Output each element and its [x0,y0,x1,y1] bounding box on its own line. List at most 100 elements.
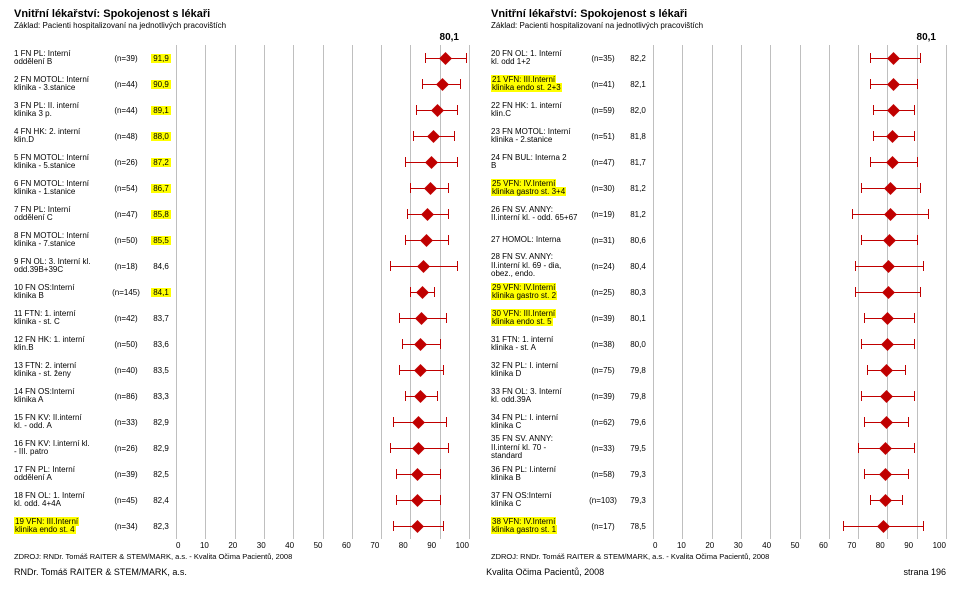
row-plot [653,45,946,71]
point-marker [418,260,431,273]
row-n: (n=47) [583,158,623,167]
x-tick: 40 [285,541,294,550]
x-tick: 70 [847,541,856,550]
row-label: 1 FN PL: Interníoddělení B [14,50,106,67]
row-label: 11 FTN: 1. interníklinika - st. C [14,310,106,327]
row-value: 80,6 [623,236,653,245]
row-value: 78,5 [623,522,653,531]
point-marker [880,416,893,429]
row-plot [176,201,469,227]
point-marker [880,364,893,377]
row-label: 27 HOMOL: Interna [491,236,583,244]
row-value: 90,9 [146,80,176,89]
footer-right: strana 196 [903,567,946,577]
chart-row: 13 FTN: 2. interníklinika - st. ženy(n=4… [14,357,469,383]
row-plot [653,331,946,357]
panel-title: Vnitřní lékařství: Spokojenost s lékaři [14,8,469,20]
row-n: (n=103) [583,496,623,505]
chart-row: 24 FN BUL: Interna 2B(n=47)81,7 [491,149,946,175]
row-value: 79,8 [623,366,653,375]
row-value: 83,6 [146,340,176,349]
row-plot [653,123,946,149]
chart-row: 17 FN PL: Interníoddělení A(n=39)82,5 [14,461,469,487]
chart-row: 12 FN HK: 1. interníklin.B(n=50)83,6 [14,331,469,357]
row-label: 23 FN MOTOL: Interníklinika - 2.stanice [491,128,583,145]
row-plot [653,149,946,175]
row-label: 38 VFN: IV.Interníklinika gastro st. 1 [491,518,583,535]
point-marker [421,208,434,221]
row-label: 10 FN OS:Interníklinika B [14,284,106,301]
point-marker [883,234,896,247]
row-label: 3 FN PL: II. interníklinika 3 p. [14,102,106,119]
row-label: 21 VFN: III.Interníklinika endo st. 2+3 [491,76,583,93]
row-plot [176,487,469,513]
point-marker [887,52,900,65]
row-value: 82,5 [146,470,176,479]
chart-row: 37 FN OS:Interníklinika C(n=103)79,3 [491,487,946,513]
row-label: 16 FN KV: I.interní kl.- III. patro [14,440,106,457]
row-value: 82,2 [623,54,653,63]
point-marker [882,260,895,273]
row-value: 91,9 [146,54,176,63]
row-n: (n=17) [583,522,623,531]
chart-row: 35 FN SV. ANNY:II.interní kl. 70 - stand… [491,435,946,461]
row-plot [176,331,469,357]
row-n: (n=26) [106,444,146,453]
point-marker [881,312,894,325]
x-tick: 60 [819,541,828,550]
chart-row: 6 FN MOTOL: Interníklinika - 1.stanice(n… [14,175,469,201]
row-plot [176,279,469,305]
chart-row: 32 FN PL: I. interníklinika D(n=75)79,8 [491,357,946,383]
row-label: 4 FN HK: 2. interníklin.D [14,128,106,145]
row-label: 30 VFN: III.Interníklinika endo st. 5 [491,310,583,327]
chart-row: 33 FN OL: 3. Interníkl. odd.39A(n=39)79,… [491,383,946,409]
row-label: 26 FN SV. ANNY:II.interní kl. - odd. 65+… [491,206,583,223]
row-value: 79,3 [623,470,653,479]
row-value: 80,3 [623,288,653,297]
x-axis: 0102030405060708090100 [14,541,469,550]
point-marker [411,494,424,507]
row-plot [653,305,946,331]
point-marker [413,416,426,429]
panels-container: Vnitřní lékařství: Spokojenost s lékařiZ… [14,8,946,561]
row-value: 81,2 [623,210,653,219]
row-value: 80,1 [623,314,653,323]
chart-row: 8 FN MOTOL: Interníklinika - 7.stanice(n… [14,227,469,253]
row-n: (n=50) [106,236,146,245]
row-label: 20 FN OL: 1. Interníkl. odd 1+2 [491,50,583,67]
row-plot [176,227,469,253]
chart-row: 29 VFN: IV.Interníklinika gastro st. 2(n… [491,279,946,305]
chart-row: 16 FN KV: I.interní kl.- III. patro(n=26… [14,435,469,461]
chart-row: 1 FN PL: Interníoddělení B(n=39)91,9 [14,45,469,71]
row-label: 19 VFN: III.Interníklinika endo st. 4 [14,518,106,535]
row-n: (n=75) [583,366,623,375]
x-tick: 10 [677,541,686,550]
row-label: 6 FN MOTOL: Interníklinika - 1.stanice [14,180,106,197]
row-plot [653,357,946,383]
row-plot [176,175,469,201]
chart-row: 7 FN PL: Interníoddělení C(n=47)85,8 [14,201,469,227]
row-label: 24 FN BUL: Interna 2B [491,154,583,171]
point-marker [414,390,427,403]
point-marker [887,78,900,91]
row-plot [653,71,946,97]
row-plot [176,123,469,149]
overall-value: 80,1 [491,32,946,43]
row-n: (n=40) [106,366,146,375]
row-label: 17 FN PL: Interníoddělení A [14,466,106,483]
point-marker [880,390,893,403]
chart-row: 5 FN MOTOL: Interníklinika - 5.stanice(n… [14,149,469,175]
row-label: 34 FN PL: I. interníklinika C [491,414,583,431]
row-label: 35 FN SV. ANNY:II.interní kl. 70 - stand… [491,435,583,460]
row-plot [653,227,946,253]
row-value: 89,1 [146,106,176,115]
row-value: 80,4 [623,262,653,271]
row-plot [176,461,469,487]
chart-row: 2 FN MOTOL: Interníklinika - 3.stanice(n… [14,71,469,97]
row-value: 81,2 [623,184,653,193]
chart-row: 34 FN PL: I. interníklinika C(n=62)79,6 [491,409,946,435]
row-label: 14 FN OS:Interníklinika A [14,388,106,405]
row-plot [176,409,469,435]
chart-row: 15 FN KV: II.interníkl. - odd. A(n=33)82… [14,409,469,435]
row-value: 82,0 [623,106,653,115]
